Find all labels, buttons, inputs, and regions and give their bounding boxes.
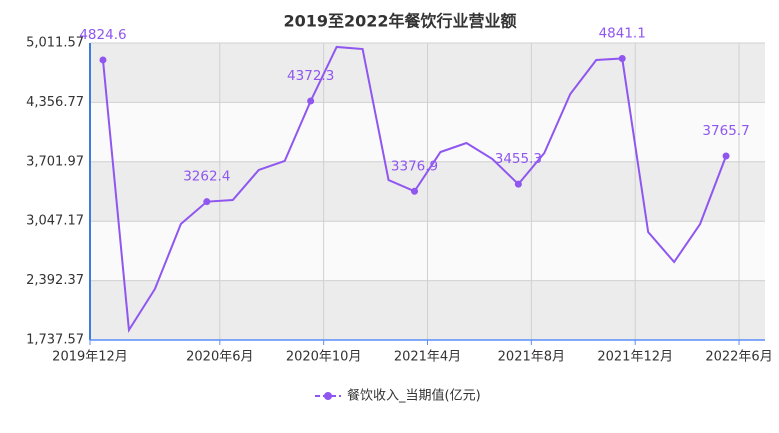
data-point — [307, 97, 315, 105]
value-label: 4372.3 — [287, 68, 334, 84]
y-tick-label: 1,737.57 — [26, 333, 84, 348]
x-tick-label: 2019年12月 — [52, 350, 128, 365]
value-label: 3455.3 — [495, 151, 542, 167]
y-tick-label: 3,701.97 — [26, 154, 84, 169]
y-tick-label: 2,392.37 — [26, 273, 84, 288]
x-tick-label: 2021年12月 — [597, 350, 673, 365]
data-point — [514, 180, 522, 188]
data-point — [411, 187, 419, 195]
x-tick-label: 2020年6月 — [186, 350, 253, 365]
y-tick-label: 3,047.17 — [26, 214, 84, 229]
x-tick-label: 2021年4月 — [394, 350, 461, 365]
x-tick-label: 2022年6月 — [705, 350, 772, 365]
value-label: 3262.4 — [183, 169, 230, 185]
value-label: 3376.9 — [391, 158, 438, 174]
x-tick-label: 2020年10月 — [286, 350, 362, 365]
legend-label: 餐饮收入_当期值(亿元) — [347, 388, 481, 404]
value-label: 3765.7 — [702, 123, 749, 139]
y-tick-label: 5,011.57 — [26, 36, 84, 51]
chart-title: 2019至2022年餐饮行业营业额 — [283, 12, 516, 31]
data-point — [99, 56, 107, 64]
value-label: 4841.1 — [599, 25, 646, 41]
data-point — [722, 152, 730, 160]
legend-marker — [324, 392, 332, 400]
x-tick-label: 2021年8月 — [498, 350, 565, 365]
data-point — [203, 198, 211, 206]
y-tick-label: 4,356.77 — [26, 95, 84, 110]
data-point — [618, 54, 626, 62]
value-label: 4824.6 — [79, 27, 126, 43]
